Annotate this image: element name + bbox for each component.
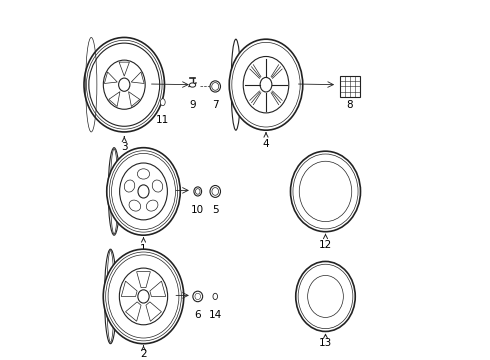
Ellipse shape (137, 169, 149, 179)
Text: 13: 13 (319, 334, 332, 348)
Ellipse shape (160, 99, 165, 106)
Ellipse shape (147, 200, 158, 211)
Ellipse shape (296, 261, 355, 332)
Ellipse shape (84, 37, 165, 132)
Text: 10: 10 (191, 205, 204, 215)
Text: 6: 6 (195, 310, 201, 320)
Ellipse shape (194, 187, 201, 196)
Text: 9: 9 (189, 100, 196, 110)
Ellipse shape (103, 249, 184, 344)
Text: 12: 12 (319, 234, 332, 251)
Ellipse shape (210, 81, 221, 92)
Ellipse shape (213, 293, 218, 300)
Ellipse shape (231, 39, 241, 130)
Ellipse shape (229, 39, 303, 130)
Text: 14: 14 (209, 310, 222, 320)
Ellipse shape (129, 200, 141, 211)
Ellipse shape (193, 291, 203, 302)
Text: 1: 1 (140, 238, 147, 254)
Text: 2: 2 (140, 346, 147, 359)
Ellipse shape (291, 151, 361, 232)
Bar (341, 76, 360, 97)
Ellipse shape (108, 148, 120, 235)
Ellipse shape (107, 148, 180, 235)
Text: 8: 8 (347, 100, 353, 110)
Ellipse shape (210, 185, 221, 197)
Text: 7: 7 (212, 100, 219, 110)
Text: 3: 3 (121, 137, 127, 152)
Ellipse shape (104, 249, 117, 344)
Text: 5: 5 (212, 205, 219, 215)
Ellipse shape (189, 83, 196, 87)
Ellipse shape (152, 180, 163, 192)
Text: 4: 4 (263, 133, 270, 149)
Text: 11: 11 (156, 116, 170, 126)
Ellipse shape (124, 180, 135, 192)
